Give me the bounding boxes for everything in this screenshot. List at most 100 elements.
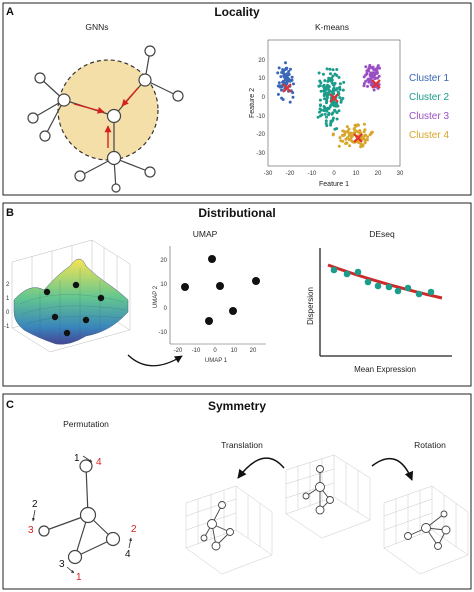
kmeans-point <box>366 84 369 88</box>
perm-label-new-2: 3 <box>28 525 34 536</box>
kmeans-point <box>325 99 329 103</box>
kmeans-point <box>318 107 322 111</box>
perm-node-2 <box>38 525 50 537</box>
rotation-title: Rotation <box>414 440 446 450</box>
surface-tick: 0 <box>6 310 10 316</box>
kmeans-point <box>373 77 377 81</box>
kmeans-point <box>364 65 368 69</box>
kmeans-point <box>358 129 362 132</box>
kmeans-x-tick: -10 <box>308 171 317 177</box>
umap-title: UMAP <box>193 229 218 239</box>
kmeans-point <box>328 105 332 109</box>
kmeans-point <box>276 84 280 88</box>
gnn-message-arrows <box>73 87 139 148</box>
kmeans-x-tick: 0 <box>332 171 336 177</box>
kmeans-point <box>292 82 295 86</box>
kmeans-point <box>281 68 285 72</box>
perm-label-orig-1: 1 <box>74 453 80 464</box>
kmeans-points <box>276 61 381 149</box>
kmeans-y-tick: 0 <box>262 95 266 101</box>
kmeans-point <box>276 92 280 96</box>
kmeans-point <box>284 61 287 65</box>
kmeans-point <box>330 81 334 85</box>
kmeans-point <box>364 133 367 137</box>
kmeans-scatter: -30 -20 -10 0 10 20 30 20 10 0 -10 -20 -… <box>249 39 449 188</box>
kmeans-point <box>319 89 323 93</box>
deseq-point <box>427 288 435 296</box>
kmeans-point <box>345 141 348 145</box>
rotation-arrow <box>371 457 414 481</box>
kmeans-y-tick: 10 <box>258 76 265 82</box>
kmeans-x-tick: 30 <box>397 171 404 177</box>
dispersion-fit-curve <box>327 263 443 300</box>
kmeans-point <box>377 74 381 78</box>
kmeans-y-tick: 20 <box>258 58 265 64</box>
kmeans-point <box>327 111 331 115</box>
kmeans-point <box>325 97 329 101</box>
kmeans-point <box>339 139 343 143</box>
kmeans-point <box>276 71 280 75</box>
kmeans-point <box>367 69 371 73</box>
translation-arrow <box>237 457 285 479</box>
deseq-point <box>394 287 402 295</box>
kmeans-point <box>354 129 358 133</box>
kmeans-y-tick: -20 <box>256 132 265 138</box>
kmeans-x-label: Feature 1 <box>319 181 349 188</box>
kmeans-point <box>338 88 342 91</box>
kmeans-centroid <box>282 83 292 93</box>
umap-y-tick: 0 <box>164 306 168 312</box>
kmeans-point <box>348 144 352 148</box>
kmeans-point <box>316 115 320 119</box>
kmeans-point <box>362 122 366 126</box>
perm-label-orig-3: 3 <box>59 559 65 570</box>
kmeans-point <box>317 71 321 75</box>
kmeans-point <box>371 65 375 69</box>
translation-title: Translation <box>221 440 263 450</box>
perm-label-new-3: 1 <box>76 572 82 583</box>
kmeans-point <box>318 110 321 114</box>
kmeans-point <box>354 124 358 128</box>
kmeans-point <box>323 79 327 83</box>
kmeans-point <box>329 123 333 127</box>
kmeans-point <box>281 98 285 101</box>
umap-y-label: UMAP 2 <box>153 285 159 308</box>
kmeans-centroid <box>329 93 339 103</box>
kmeans-point <box>290 75 294 79</box>
kmeans-point <box>367 66 371 69</box>
kmeans-point <box>322 105 326 108</box>
kmeans-y-ticks: 20 10 0 -10 -20 -30 <box>256 58 265 157</box>
umap-points <box>181 255 260 325</box>
kmeans-title: K-means <box>315 22 349 32</box>
box-3d-middle <box>285 454 371 539</box>
kmeans-point <box>318 104 322 107</box>
kmeans-y-tick: -10 <box>256 114 265 120</box>
kmeans-point <box>338 96 342 100</box>
kmeans-y-tick: -30 <box>256 151 265 157</box>
deseq-plot: Mean Expression Dispersion <box>306 248 452 374</box>
kmeans-x-tick: 10 <box>353 171 360 177</box>
deseq-point <box>404 284 412 292</box>
kmeans-point <box>279 75 283 79</box>
kmeans-point <box>335 74 339 77</box>
kmeans-point <box>289 67 292 71</box>
kmeans-point <box>325 124 329 128</box>
kmeans-point <box>280 88 283 92</box>
umap-point <box>205 317 213 325</box>
surface-tick: 2 <box>6 282 10 288</box>
umap-point <box>229 307 237 315</box>
gnn-title: GNNs <box>85 22 108 32</box>
kmeans-point <box>349 131 353 135</box>
kmeans-point <box>322 86 326 90</box>
kmeans-point <box>332 92 336 96</box>
panel-c-letter: C <box>6 399 14 411</box>
deseq-point <box>415 290 423 298</box>
kmeans-point <box>347 133 351 137</box>
kmeans-point <box>348 137 352 141</box>
kmeans-x-tick: 20 <box>375 171 382 177</box>
perm-node-center <box>79 506 97 524</box>
kmeans-point <box>376 64 380 68</box>
deseq-points <box>330 266 435 298</box>
umap-point <box>252 277 260 285</box>
kmeans-point <box>333 81 337 85</box>
